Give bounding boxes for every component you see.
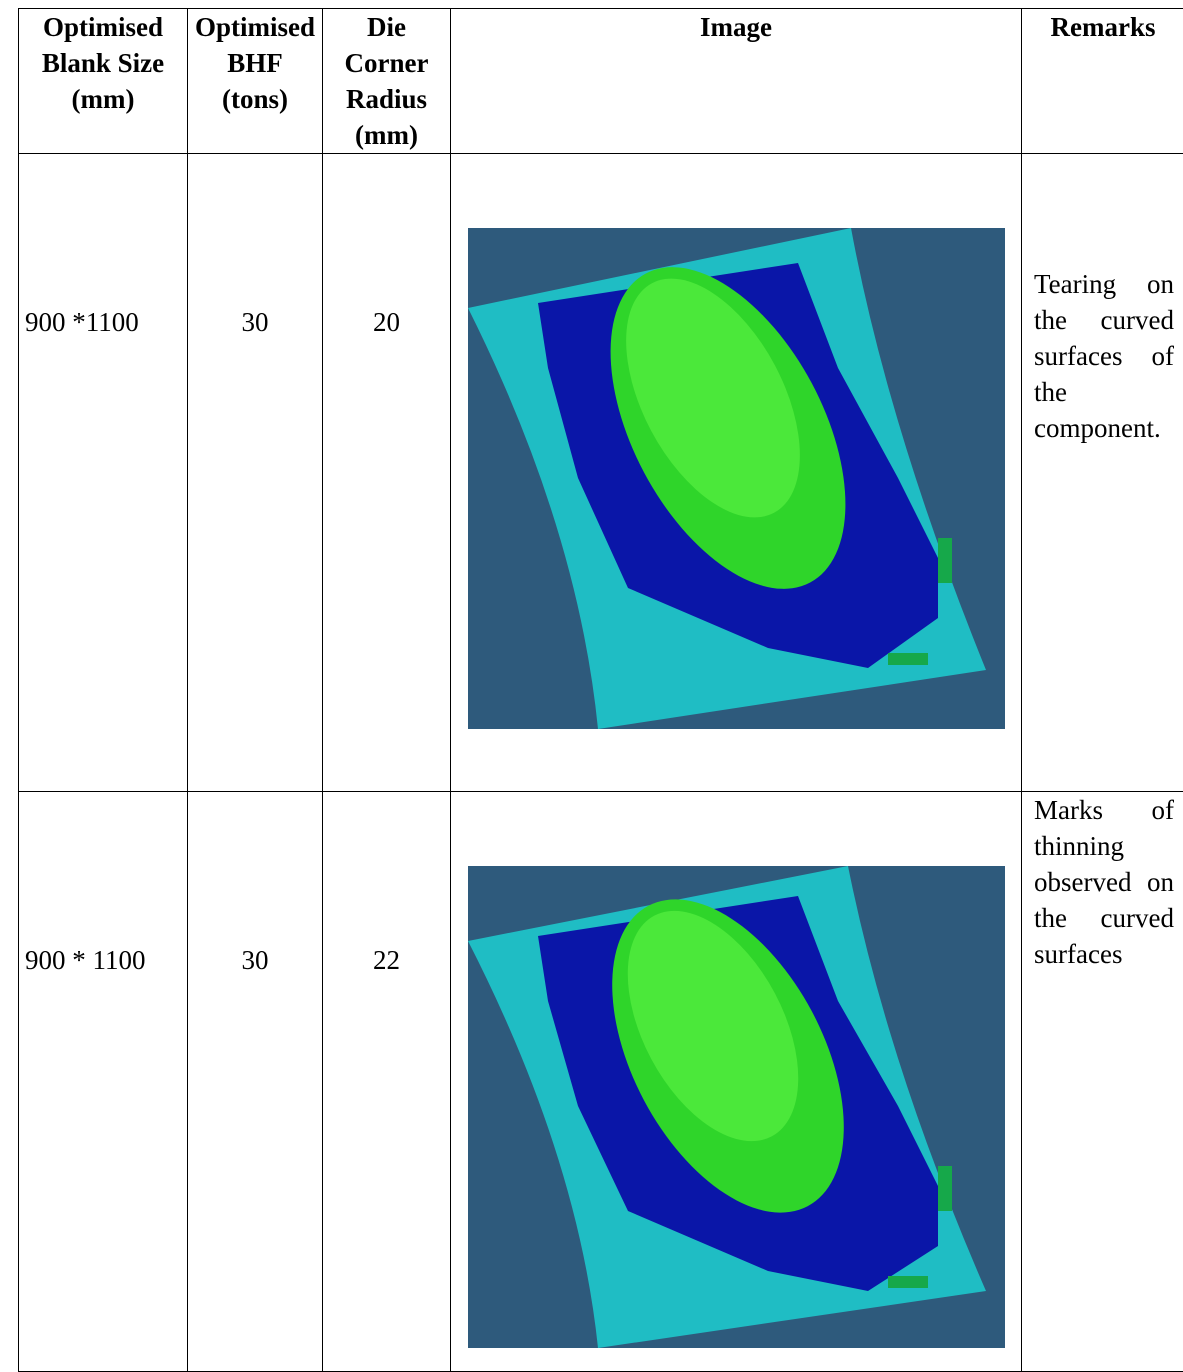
data-row: 900 *1100 30 20 Tearing on the curved su…	[19, 154, 1183, 792]
page: Optimised Blank Size (mm) Optimised BHF …	[0, 0, 1183, 1365]
header-cell: Optimised Blank Size (mm)	[19, 9, 188, 154]
remarks: Marks of thinning observed on the curved…	[1022, 792, 1183, 1372]
results-table: Optimised Blank Size (mm) Optimised BHF …	[18, 8, 1183, 1372]
header-cell: Optimised BHF (tons)	[188, 9, 323, 154]
radius: 20	[323, 154, 451, 792]
data-row: 900 * 1100 30 22 Marks of thinning obser…	[19, 792, 1183, 1372]
bhf: 30	[188, 792, 323, 1372]
radius: 22	[323, 792, 451, 1372]
remarks: Tearing on the curved surfaces of the co…	[1022, 154, 1183, 792]
simulation-image	[468, 866, 1005, 1348]
header-cell: Die Corner Radius (mm)	[323, 9, 451, 154]
simulation-image	[468, 228, 1005, 729]
header-row: Optimised Blank Size (mm) Optimised BHF …	[19, 9, 1183, 154]
blank-size: 900 *1100	[19, 154, 188, 792]
image-cell	[451, 154, 1022, 792]
bhf: 30	[188, 154, 323, 792]
header-cell: Image	[451, 9, 1022, 154]
image-cell	[451, 792, 1022, 1372]
header-cell: Remarks	[1022, 9, 1183, 154]
blank-size: 900 * 1100	[19, 792, 188, 1372]
